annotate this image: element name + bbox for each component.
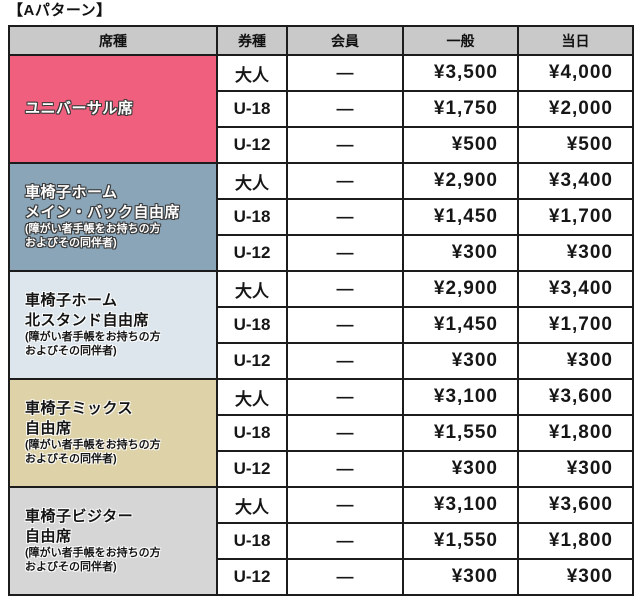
general-price-cell: ¥1,750 [402,90,519,128]
seat-name: 車椅子ビジター 自由席 [25,508,134,545]
member-price-cell: — [286,270,404,308]
general-price-cell: ¥1,450 [402,306,519,344]
sameday-price-cell: ¥3,600 [517,378,634,416]
seat-name: 車椅子ホーム メイン・バック自由席 [25,184,181,221]
seat-note: (障がい者手帳をお持ちの方 およびその同伴者) [25,223,161,249]
table-row: U-12 — ¥300 ¥300 [9,450,634,488]
sameday-price-cell: ¥2,000 [517,90,634,128]
general-price-cell: ¥3,100 [402,378,519,416]
ticket-type-cell: 大人 [216,378,288,416]
table-row: U-18 — ¥1,550 ¥1,800 [9,522,634,560]
sameday-price-cell: ¥3,400 [517,270,634,308]
ticket-type-cell: 大人 [216,486,288,524]
member-price-cell: — [286,162,404,200]
seat-type-cell-universal: ユニバーサル席 [8,54,218,164]
column-header-general: 一般 [402,25,519,56]
sameday-price-cell: ¥300 [517,450,634,488]
member-price-cell: — [286,522,404,560]
general-price-cell: ¥500 [402,126,519,164]
ticket-type-cell: 大人 [216,162,288,200]
general-price-cell: ¥300 [402,450,519,488]
column-header-seat-type: 席種 [8,25,218,56]
table-row: 車椅子ミックス 自由席 (障がい者手帳をお持ちの方 およびその同伴者) 大人 —… [8,378,634,488]
column-header-ticket-type: 券種 [216,25,288,56]
general-price-cell: ¥2,900 [402,270,519,308]
table-row: 車椅子ホーム メイン・バック自由席 (障がい者手帳をお持ちの方 およびその同伴者… [8,162,634,272]
general-price-cell: ¥300 [402,558,519,596]
sameday-price-cell: ¥1,800 [517,414,634,452]
sameday-price-cell: ¥500 [517,126,634,164]
table-row: U-12 — ¥500 ¥500 [9,126,634,164]
column-header-sameday: 当日 [517,25,634,56]
seat-type-cell-wheelchair-mix: 車椅子ミックス 自由席 (障がい者手帳をお持ちの方 およびその同伴者) [8,378,218,488]
ticket-type-cell: U-12 [216,450,288,488]
member-price-cell: — [286,90,404,128]
ticket-type-cell: U-18 [216,414,288,452]
member-price-cell: — [286,450,404,488]
page-title: 【Aパターン】 [8,2,112,19]
seat-name: 車椅子ホーム 北スタンド自由席 [25,292,150,329]
ticket-type-cell: U-12 [216,234,288,272]
seat-note: (障がい者手帳をお持ちの方 およびその同伴者) [25,331,161,357]
general-price-cell: ¥300 [402,342,519,380]
general-price-cell: ¥2,900 [402,162,519,200]
table-row: 車椅子ホーム 北スタンド自由席 (障がい者手帳をお持ちの方 およびその同伴者) … [8,270,634,380]
ticket-type-cell: U-12 [216,126,288,164]
sameday-price-cell: ¥3,600 [517,486,634,524]
ticket-type-cell: 大人 [216,270,288,308]
sameday-price-cell: ¥1,700 [517,198,634,236]
member-price-cell: — [286,198,404,236]
table-row: U-18 — ¥1,450 ¥1,700 [9,198,634,236]
member-price-cell: — [286,378,404,416]
seat-note: (障がい者手帳をお持ちの方 およびその同伴者) [25,547,161,573]
table-row: U-18 — ¥1,550 ¥1,800 [9,414,634,452]
ticket-type-cell: U-18 [216,522,288,560]
general-price-cell: ¥300 [402,234,519,272]
general-price-cell: ¥3,100 [402,486,519,524]
member-price-cell: — [286,486,404,524]
ticket-type-cell: U-12 [216,342,288,380]
member-price-cell: — [286,126,404,164]
general-price-cell: ¥1,550 [402,522,519,560]
table-row: U-18 — ¥1,750 ¥2,000 [9,90,634,128]
table-row: U-18 — ¥1,450 ¥1,700 [9,306,634,344]
seat-type-cell-wheelchair-visitor: 車椅子ビジター 自由席 (障がい者手帳をお持ちの方 およびその同伴者) [8,486,218,596]
member-price-cell: — [286,306,404,344]
member-price-cell: — [286,54,404,92]
seat-note: (障がい者手帳をお持ちの方 およびその同伴者) [25,439,161,465]
sameday-price-cell: ¥1,800 [517,522,634,560]
member-price-cell: — [286,234,404,272]
table-row: U-12 — ¥300 ¥300 [9,234,634,272]
pricing-pattern-a-panel: 【Aパターン】 席種 券種 会員 一般 当日 ユニバーサル席 大人 — [8,2,634,596]
ticket-type-cell: U-12 [216,558,288,596]
table-row: U-12 — ¥300 ¥300 [9,558,634,596]
sameday-price-cell: ¥3,400 [517,162,634,200]
sameday-price-cell: ¥300 [517,342,634,380]
general-price-cell: ¥3,500 [402,54,519,92]
ticket-type-cell: U-18 [216,198,288,236]
member-price-cell: — [286,414,404,452]
sameday-price-cell: ¥1,700 [517,306,634,344]
seat-type-cell-wheelchair-home-north: 車椅子ホーム 北スタンド自由席 (障がい者手帳をお持ちの方 およびその同伴者) [8,270,218,380]
header-row: 席種 券種 会員 一般 当日 [8,25,634,56]
ticket-type-cell: U-18 [216,90,288,128]
seat-name: 車椅子ミックス 自由席 [25,400,134,437]
ticket-type-cell: U-18 [216,306,288,344]
ticket-type-cell: 大人 [216,54,288,92]
table-row: ユニバーサル席 大人 — ¥3,500 ¥4,000 [8,54,634,164]
table-row: U-12 — ¥300 ¥300 [9,342,634,380]
table-row: 車椅子ビジター 自由席 (障がい者手帳をお持ちの方 およびその同伴者) 大人 —… [8,486,634,596]
general-price-cell: ¥1,550 [402,414,519,452]
seat-name: ユニバーサル席 [25,100,134,118]
sameday-price-cell: ¥300 [517,558,634,596]
seat-type-cell-wheelchair-home-main: 車椅子ホーム メイン・バック自由席 (障がい者手帳をお持ちの方 およびその同伴者… [8,162,218,272]
column-header-member: 会員 [286,25,404,56]
member-price-cell: — [286,558,404,596]
member-price-cell: — [286,342,404,380]
sameday-price-cell: ¥300 [517,234,634,272]
general-price-cell: ¥1,450 [402,198,519,236]
price-table: 席種 券種 会員 一般 当日 ユニバーサル席 大人 — ¥3,500 ¥4,00… [8,25,634,596]
sameday-price-cell: ¥4,000 [517,54,634,92]
